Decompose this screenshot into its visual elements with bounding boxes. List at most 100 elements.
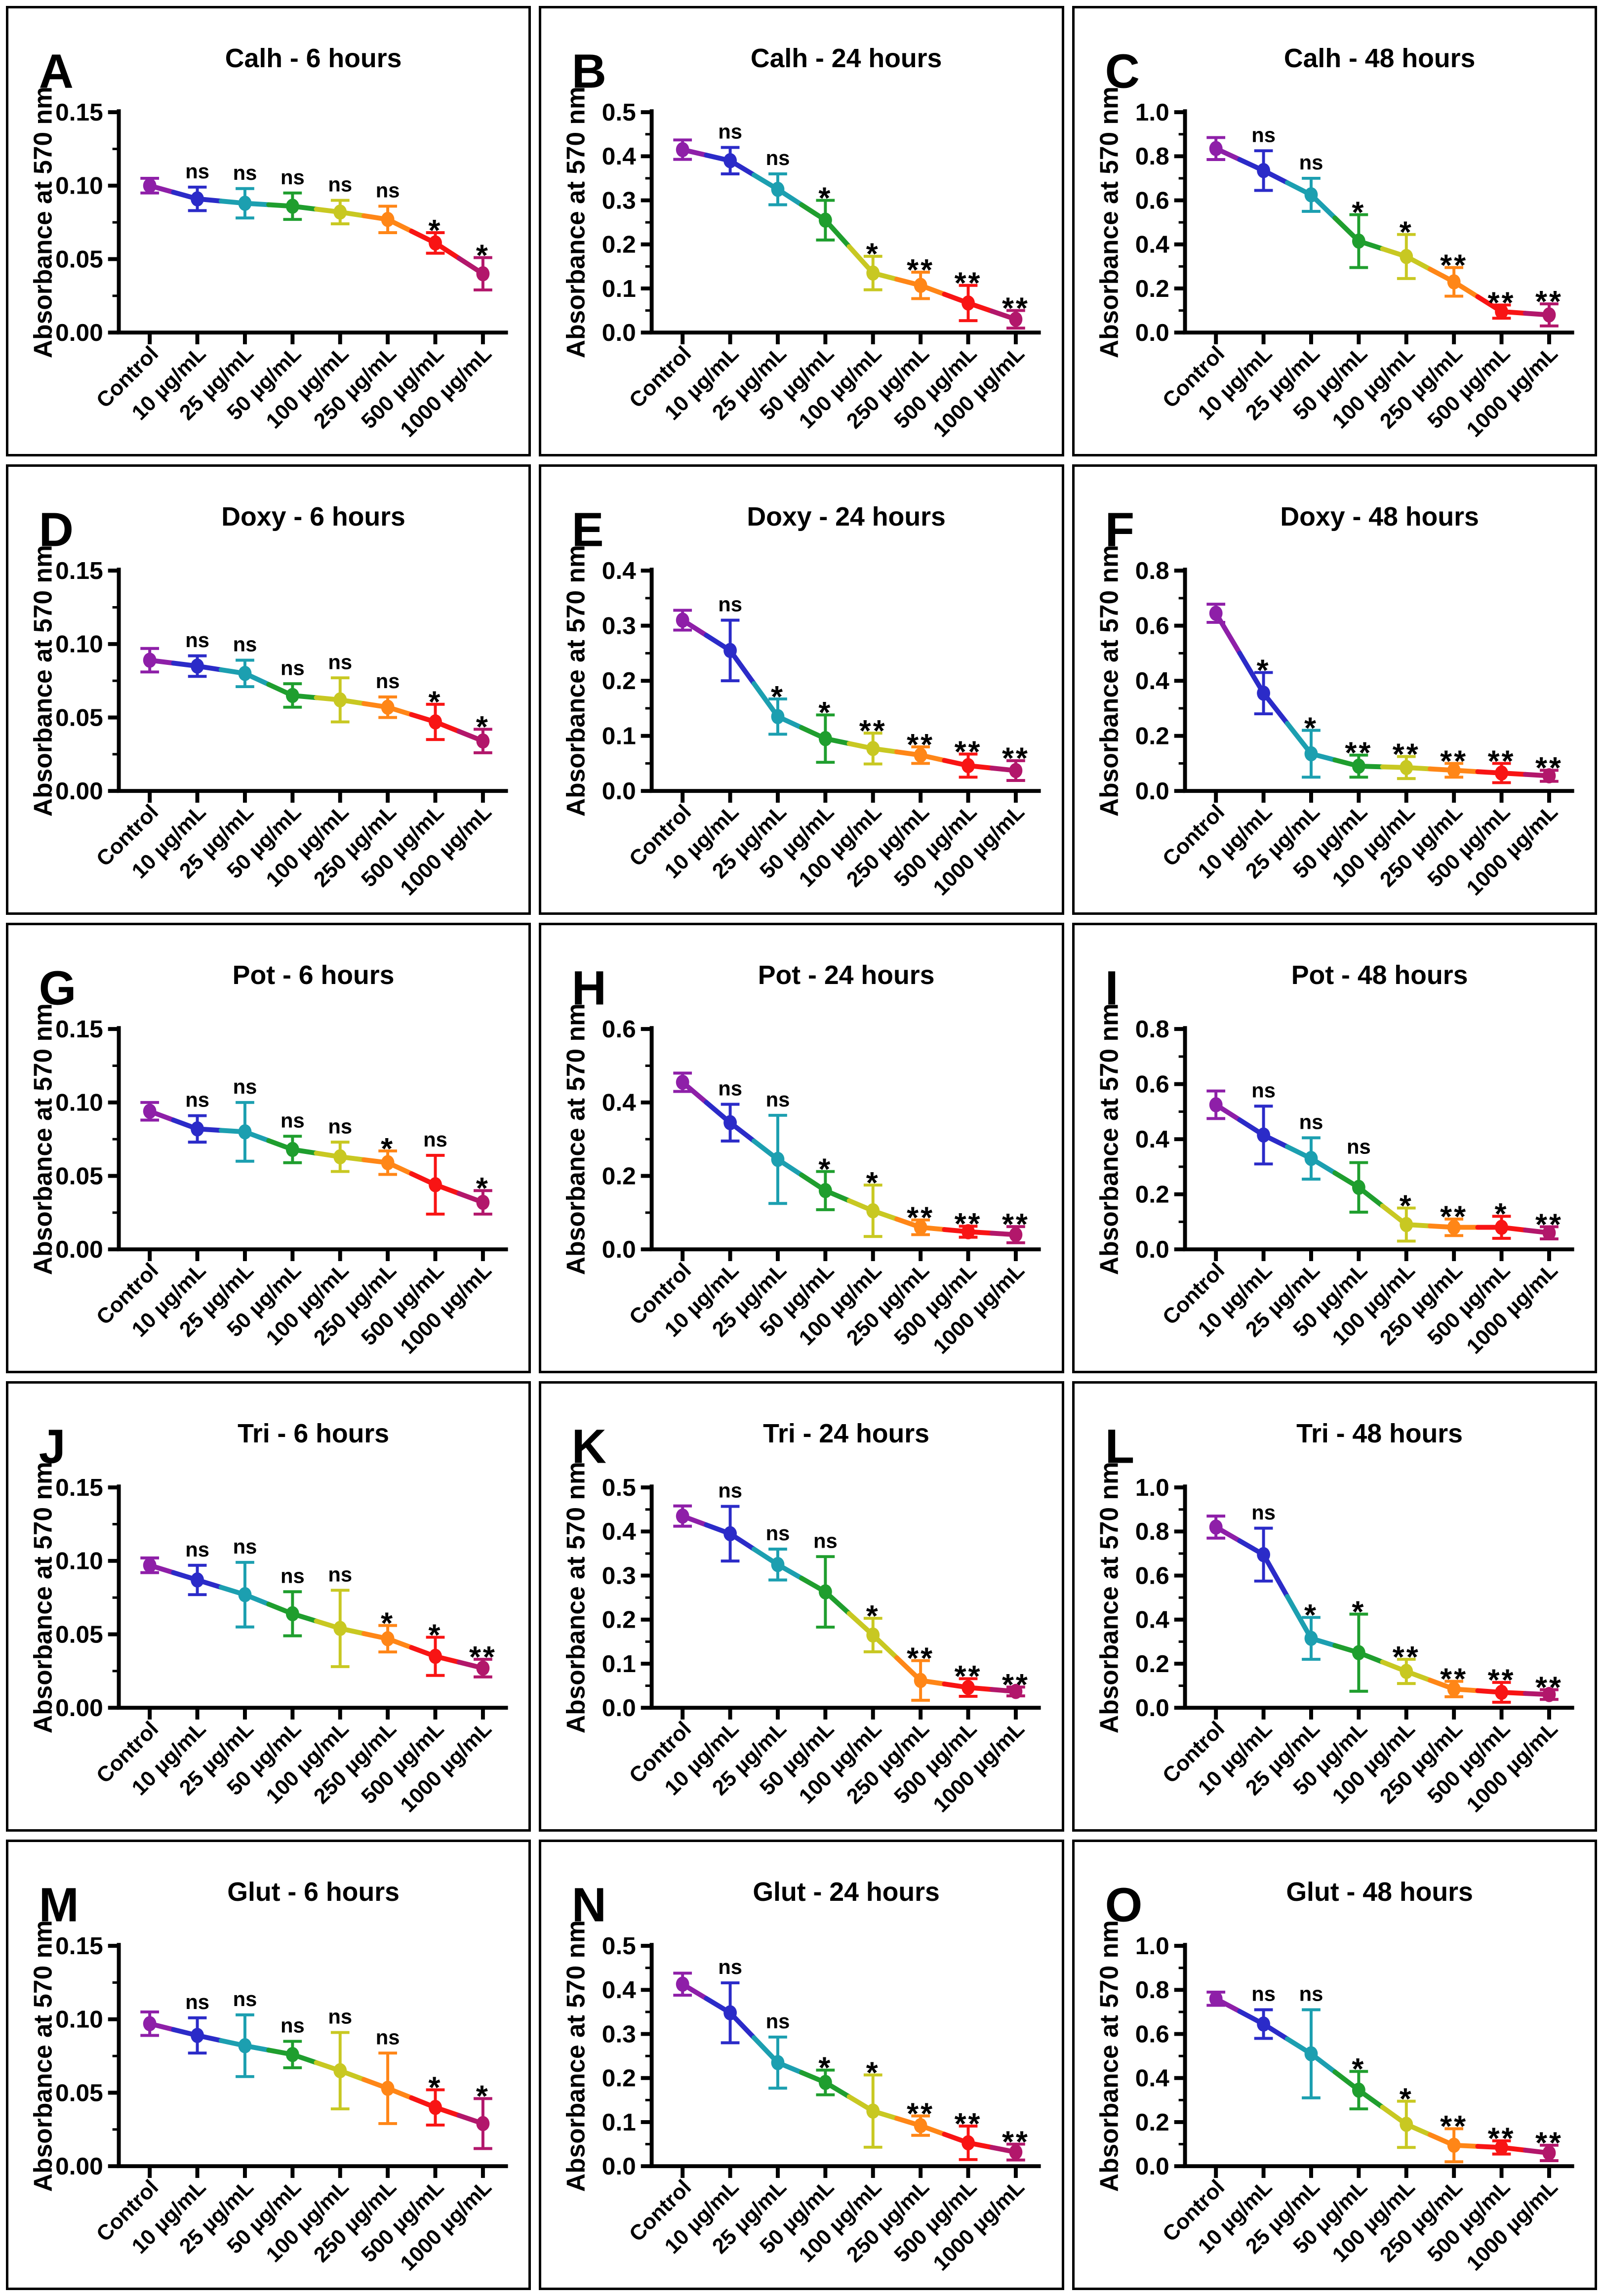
- y-tick-label: 0.2: [1135, 722, 1169, 750]
- axes: [649, 1943, 1041, 2169]
- sig-label: **: [1002, 741, 1030, 776]
- data-point: [429, 2099, 442, 2115]
- y-tick-label: 0.4: [602, 142, 636, 170]
- sig-label: ns: [328, 1114, 352, 1138]
- data-point: [1304, 1150, 1318, 1166]
- y-tick-label: 1.0: [1135, 98, 1169, 126]
- sig-label: *: [866, 237, 880, 271]
- y-tick-label: 0.00: [55, 1235, 103, 1263]
- panel-G: 0.00 0.05 0.10 0.15 Control 10 µg/mL 25 µg/mL 5…: [6, 923, 531, 1373]
- data-point: [1399, 248, 1413, 264]
- sig-label: ns: [376, 669, 400, 693]
- panel-F: 0.0 0.2 0.4 0.6 0.8 Control 10 µg/mL 25 µg/mL 50…: [1072, 464, 1597, 915]
- y-tick-label: 0.2: [1135, 2108, 1169, 2136]
- data-point: [1399, 1664, 1413, 1679]
- y-tick-label: 0.0: [1135, 2152, 1169, 2180]
- axes: [649, 568, 1041, 793]
- y-tick-label: 0.0: [1135, 1235, 1169, 1263]
- data-point: [1256, 1547, 1270, 1562]
- sig-label: **: [469, 1640, 497, 1674]
- data-point: [866, 1203, 880, 1219]
- y-tick-label: 0.10: [55, 1547, 103, 1575]
- panel-C: 0.0 0.2 0.4 0.6 0.8 1.0 Control 10 µg/mL 25 µg/m…: [1072, 6, 1597, 456]
- panel-letter: J: [39, 1420, 66, 1474]
- sig-label: **: [1392, 1640, 1420, 1674]
- data-point: [914, 1220, 927, 1235]
- axes: [1183, 109, 1574, 335]
- sig-label: ns: [281, 165, 305, 189]
- data-point: [819, 1584, 833, 1599]
- panel-title: Tri - 48 hours: [1296, 1419, 1463, 1448]
- sig-label: ns: [185, 1990, 209, 2013]
- y-tick-label: 0.3: [602, 186, 636, 214]
- data-point: [381, 1155, 395, 1171]
- y-tick-label: 0.15: [55, 1932, 103, 1960]
- y-tick-label: 1.0: [1135, 1474, 1169, 1501]
- y-axis-label: Absorbance at 570 nm: [1094, 1920, 1123, 2192]
- y-axis-label: Absorbance at 570 nm: [1094, 86, 1123, 358]
- panel-letter: B: [572, 44, 606, 98]
- panel-title: Glut - 24 hours: [753, 1877, 940, 1907]
- panel-N: 0.0 0.1 0.2 0.3 0.4 0.5 Control 10 µg/mL 25 µg/m…: [539, 1840, 1064, 2290]
- sig-label: **: [1345, 736, 1372, 770]
- axes: [117, 568, 508, 793]
- sig-label: *: [1304, 711, 1318, 745]
- data-point: [1009, 1683, 1023, 1699]
- sig-label: **: [1535, 751, 1563, 785]
- sig-label: **: [1002, 1668, 1030, 1702]
- y-tick-label: 0.0: [1135, 1694, 1169, 1722]
- y-axis-label: Absorbance at 570 nm: [1094, 545, 1123, 817]
- data-point: [285, 199, 299, 214]
- data-point: [676, 1976, 689, 1992]
- data-point: [1304, 187, 1318, 203]
- panel-title: Pot - 48 hours: [1291, 960, 1468, 990]
- sig-label: ns: [719, 1955, 743, 1978]
- sig-label: ns: [281, 1564, 305, 1587]
- sig-label: *: [819, 2051, 833, 2085]
- sig-label: ns: [281, 2014, 305, 2037]
- y-tick-label: 0.5: [602, 1932, 636, 1960]
- sig-label: **: [955, 735, 982, 769]
- data-point: [429, 235, 442, 251]
- y-tick-label: 0.1: [602, 722, 636, 750]
- sig-label: **: [907, 1201, 935, 1235]
- sig-label: *: [819, 696, 833, 730]
- panel-title: Glut - 48 hours: [1286, 1877, 1473, 1907]
- data-point: [1256, 2016, 1270, 2032]
- axes: [1183, 1026, 1574, 1252]
- sig-label: ns: [328, 1562, 352, 1586]
- data-point: [1494, 765, 1508, 781]
- sig-label: ns: [185, 160, 209, 183]
- y-tick-label: 0.2: [1135, 1650, 1169, 1678]
- data-point: [285, 2047, 299, 2062]
- data-point: [1352, 2082, 1365, 2098]
- y-axis-label: Absorbance at 570 nm: [28, 1920, 57, 2192]
- y-tick-label: 0.10: [55, 2006, 103, 2033]
- sig-label: **: [955, 2107, 982, 2141]
- sig-label: *: [429, 2070, 442, 2104]
- y-tick-label: 0.3: [602, 612, 636, 640]
- sig-label: **: [1535, 285, 1563, 319]
- sig-label: *: [1352, 2052, 1365, 2086]
- y-tick-label: 0.8: [1135, 1015, 1169, 1043]
- axes: [117, 1943, 508, 2169]
- panel-letter: A: [39, 44, 74, 98]
- axes: [649, 1026, 1041, 1252]
- data-point: [1352, 758, 1365, 774]
- data-point: [1256, 685, 1270, 701]
- data-point: [771, 1151, 785, 1167]
- sig-label: **: [1535, 1207, 1563, 1241]
- sig-label: **: [1487, 1663, 1515, 1697]
- panel-title: Glut - 6 hours: [227, 1877, 400, 1907]
- y-tick-label: 0.10: [55, 630, 103, 658]
- sig-label: **: [907, 728, 935, 762]
- sig-label: **: [1440, 2109, 1468, 2143]
- sig-label: *: [429, 1618, 442, 1652]
- y-tick-label: 0.10: [55, 172, 103, 200]
- data-point: [723, 643, 737, 658]
- y-tick-label: 0.4: [1135, 1125, 1169, 1153]
